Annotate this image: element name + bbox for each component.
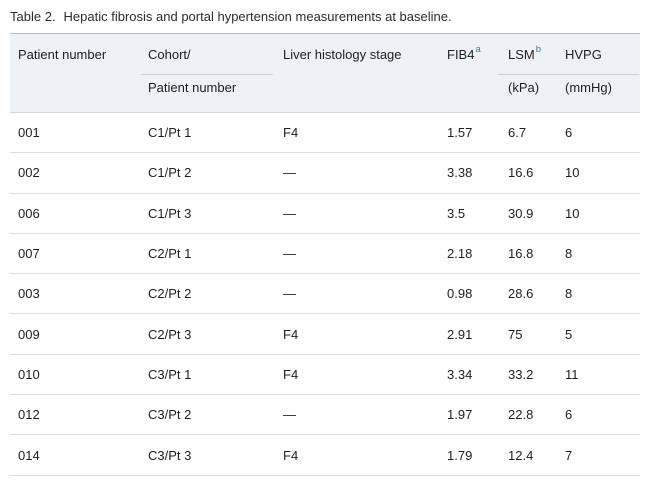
cell-liver-histology-stage: F4	[283, 447, 299, 463]
cell-hvpg: 8	[565, 246, 573, 262]
cell-patient-number: 009	[18, 326, 40, 342]
table-row: 001 C1/Pt 1 F4 1.57 6.7 6	[10, 113, 640, 154]
cell-hvpg: 11	[565, 366, 579, 382]
cell-liver-histology-stage: —	[283, 407, 296, 423]
cell-cohort-patient: C2/Pt 2	[148, 286, 192, 302]
cell-fib4: 1.79	[447, 447, 473, 463]
cell-hvpg: 7	[565, 447, 573, 463]
col-header-lsm: LSM b	[508, 44, 542, 62]
cell-cohort-patient: C2/Pt 3	[148, 326, 192, 342]
cell-cohort-patient: C3/Pt 1	[148, 366, 192, 382]
cell-hvpg: 6	[565, 125, 573, 141]
cell-patient-number: 007	[18, 246, 40, 262]
table-body: 001 C1/Pt 1 F4 1.57 6.7 6 002 C1/Pt 2 — …	[10, 113, 640, 476]
col-subheader-hvpg-units: (mmHg)	[565, 80, 612, 95]
table-row: 006 C1/Pt 3 — 3.5 30.9 10	[10, 194, 640, 234]
cell-hvpg: 10	[565, 205, 580, 221]
cell-hvpg: 10	[565, 165, 580, 181]
table-row: 014 C3/Pt 3 F4 1.79 12.4 7	[10, 435, 640, 476]
cell-cohort-patient: C3/Pt 3	[148, 447, 192, 463]
col-subheader-empty-3	[439, 74, 500, 112]
cell-lsm: 22.8	[508, 407, 534, 423]
table-caption-text: Hepatic fibrosis and portal hypertension…	[63, 9, 452, 24]
col-subheader-lsm-units: (kPa)	[508, 80, 540, 95]
data-table: Patient number Cohort/ Liver histology s…	[10, 33, 640, 476]
cell-hvpg: 8	[565, 286, 573, 302]
cell-lsm: 33.2	[508, 366, 534, 382]
cell-cohort-patient: C1/Pt 2	[148, 165, 192, 181]
table-row: 012 C3/Pt 2 — 1.97 22.8 6	[10, 395, 640, 436]
cell-fib4: 3.38	[447, 165, 473, 181]
table-caption: Table 2. Hepatic fibrosis and portal hyp…	[0, 0, 657, 33]
cell-liver-histology-stage: —	[283, 205, 296, 221]
cell-cohort-patient: C2/Pt 1	[148, 246, 192, 262]
cell-fib4: 1.57	[447, 125, 473, 141]
header-rule-cohort	[141, 74, 273, 75]
table-row: 003 C2/Pt 2 — 0.98 28.6 8	[10, 274, 640, 315]
cell-liver-histology-stage: F4	[283, 326, 299, 342]
table-row: 007 C2/Pt 1 — 2.18 16.8 8	[10, 234, 640, 275]
cell-liver-histology-stage: —	[283, 246, 296, 262]
cell-cohort-patient: C3/Pt 2	[148, 407, 192, 423]
cell-lsm: 30.9	[508, 205, 534, 221]
cell-lsm: 28.6	[508, 286, 534, 302]
cell-lsm: 16.6	[508, 165, 534, 181]
cell-patient-number: 002	[18, 165, 40, 181]
col-subheader-empty-2	[275, 74, 439, 112]
header-rule-lsm-hvpg	[498, 74, 639, 75]
table-row: 009 C2/Pt 3 F4 2.91 75 5	[10, 314, 640, 355]
cell-fib4: 2.18	[447, 246, 473, 262]
col-subheader-empty-1	[10, 74, 140, 112]
cell-patient-number: 010	[18, 366, 40, 382]
col-header-hvpg: HVPG	[565, 46, 602, 62]
cell-patient-number: 014	[18, 447, 40, 463]
col-header-cohort: Cohort/	[148, 46, 191, 62]
cell-lsm: 6.7	[508, 125, 527, 141]
cell-liver-histology-stage: —	[283, 286, 296, 302]
cell-fib4: 0.98	[447, 286, 473, 302]
cell-liver-histology-stage: F4	[283, 366, 299, 382]
cell-fib4: 3.5	[447, 205, 466, 221]
col-header-liver-histology-stage: Liver histology stage	[283, 46, 402, 62]
cell-liver-histology-stage: F4	[283, 125, 299, 141]
cell-lsm: 16.8	[508, 246, 534, 262]
table-row: 010 C3/Pt 1 F4 3.34 33.2 11	[10, 355, 640, 396]
cell-fib4: 2.91	[447, 326, 473, 342]
cell-patient-number: 006	[18, 205, 40, 221]
table-row: 002 C1/Pt 2 — 3.38 16.6 10	[10, 153, 640, 194]
cell-hvpg: 5	[565, 326, 573, 342]
col-header-fib4: FIB4 a	[447, 44, 481, 62]
table-caption-label: Table 2.	[10, 9, 56, 24]
col-header-patient-number: Patient number	[18, 46, 107, 62]
cell-liver-histology-stage: —	[283, 165, 296, 181]
cell-patient-number: 012	[18, 407, 40, 423]
cell-hvpg: 6	[565, 407, 573, 423]
table-header: Patient number Cohort/ Liver histology s…	[10, 33, 640, 113]
cell-patient-number: 001	[18, 125, 40, 141]
cell-fib4: 3.34	[447, 366, 473, 382]
cell-patient-number: 003	[18, 286, 40, 302]
cell-lsm: 12.4	[508, 447, 534, 463]
cell-fib4: 1.97	[447, 407, 473, 423]
cell-cohort-patient: C1/Pt 3	[148, 205, 192, 221]
col-subheader-cohort-patient-number: Patient number	[148, 80, 237, 95]
cell-lsm: 75	[508, 326, 523, 342]
cell-cohort-patient: C1/Pt 1	[148, 125, 192, 141]
